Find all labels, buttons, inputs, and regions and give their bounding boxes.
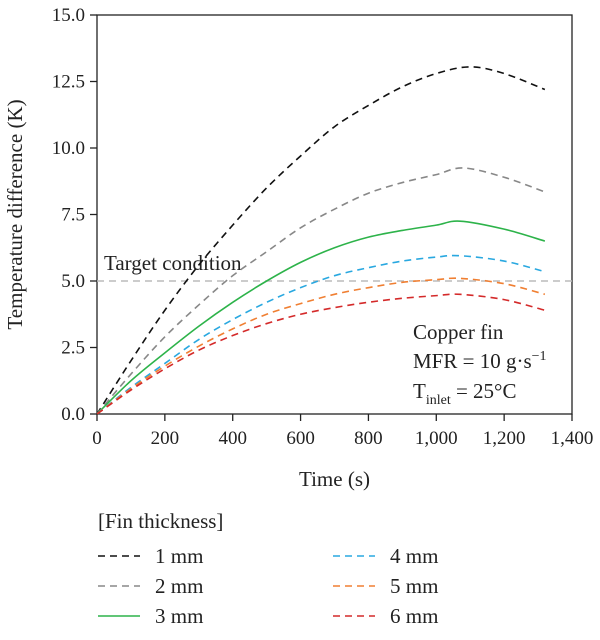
legend-items: 1 mm 2 mm 3 mm 4 mm 5 mm 6 mm [98, 544, 438, 628]
condition-annotation: Copper fin MFR = 10 g·s−1 Tinlet = 25°C [413, 320, 547, 408]
target-condition-label: Target condition [104, 251, 242, 275]
x-tick-label: 600 [286, 428, 315, 449]
legend-label: 5 mm [390, 574, 438, 598]
x-tick-label: 400 [218, 428, 247, 449]
annotation-inlet-sub: inlet [426, 393, 451, 408]
y-tick-label: 5.0 [61, 271, 85, 292]
annotation-inlet-value: = 25°C [451, 379, 517, 403]
series-layer [96, 66, 546, 415]
y-tick-label: 15.0 [52, 5, 85, 26]
y-axis: 0.0 2.5 5.0 7.5 10.0 12.5 15.0 [52, 5, 97, 425]
x-tick-label: 1,200 [483, 428, 526, 449]
annotation-mfr-sup: −1 [532, 349, 547, 364]
x-tick-label: 200 [151, 428, 180, 449]
annotation-inlet-temp: Tinlet = 25°C [413, 379, 516, 408]
x-tick-label: 0 [92, 428, 102, 449]
series-line-5-mm [96, 277, 546, 415]
annotation-inlet-t: T [413, 379, 426, 403]
series-line-2-mm [96, 167, 546, 415]
legend-label: 6 mm [390, 604, 438, 628]
y-tick-label: 0.0 [61, 404, 85, 425]
annotation-mfr-text: MFR = 10 g·s [413, 349, 532, 373]
annotation-material: Copper fin [413, 320, 504, 344]
y-tick-label: 12.5 [52, 72, 85, 93]
y-axis-title: Temperature difference (K) [3, 99, 27, 329]
y-tick-label: 7.5 [61, 205, 85, 226]
legend: [Fin thickness] 1 mm 2 mm 3 mm 4 mm 5 mm 6 mm [98, 509, 438, 628]
x-axis: 0 200 400 600 800 1,000 1,200 1,400 [92, 414, 593, 449]
series-line-6-mm [96, 293, 546, 415]
x-tick-label: 800 [354, 428, 383, 449]
x-axis-title: Time (s) [299, 467, 370, 491]
legend-label: 4 mm [390, 544, 438, 568]
y-tick-label: 10.0 [52, 138, 85, 159]
legend-label: 3 mm [155, 604, 203, 628]
plot-area: Target condition Copper fin MFR = 10 g·s… [96, 14, 573, 415]
legend-label: 2 mm [155, 574, 203, 598]
legend-label: 1 mm [155, 544, 203, 568]
x-tick-label: 1,000 [415, 428, 458, 449]
series-line-3-mm [96, 220, 546, 415]
series-line-1-mm [96, 66, 546, 415]
annotation-mfr: MFR = 10 g·s−1 [413, 349, 547, 373]
y-tick-label: 2.5 [61, 338, 85, 359]
x-tick-label: 1,400 [551, 428, 594, 449]
series-line-4-mm [96, 254, 546, 415]
legend-title: [Fin thickness] [98, 509, 223, 533]
